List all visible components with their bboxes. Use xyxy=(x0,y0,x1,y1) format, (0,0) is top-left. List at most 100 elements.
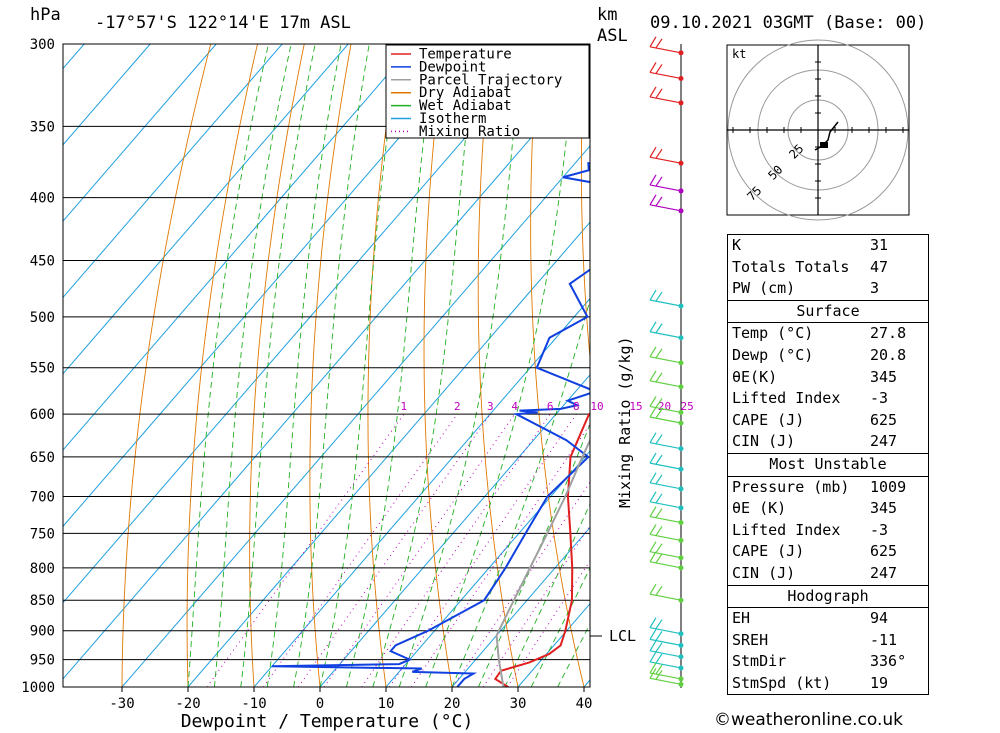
surface-value: 247 xyxy=(870,432,898,451)
wet-adiabat-line xyxy=(240,44,316,687)
isotherm-line xyxy=(63,44,547,604)
mixing-ratio-label: 4 xyxy=(511,400,518,413)
wind-barb-staff xyxy=(649,627,682,635)
most-unstable-row: CAPE (J) 625 xyxy=(728,541,928,563)
surface-label: Temp (°C) xyxy=(732,324,814,343)
indices-top-section: K 31 Totals Totals 47 PW (cm) 3 xyxy=(728,235,928,300)
wind-barb-flag xyxy=(655,372,663,383)
pressure-tick-label: 800 xyxy=(30,561,55,577)
pressure-tick-label: 400 xyxy=(30,191,55,207)
wind-barb-flag xyxy=(655,38,663,49)
temperature-line xyxy=(493,412,590,687)
isotherm-line xyxy=(63,44,415,451)
wind-barb-flag xyxy=(655,669,663,680)
pressure-tick-label: 450 xyxy=(30,254,55,270)
index-value: 47 xyxy=(870,257,889,276)
mixing-ratio-label: 6 xyxy=(547,400,554,413)
wind-barb-staff xyxy=(649,416,682,424)
wind-barb-staff xyxy=(649,661,682,669)
surface-title: Surface xyxy=(728,301,928,324)
wet-adiabat-line xyxy=(504,502,590,687)
pressure-tick-label: 550 xyxy=(30,361,55,377)
index-row: K 31 xyxy=(728,235,928,257)
isotherm-line xyxy=(63,44,151,146)
index-row: PW (cm) 3 xyxy=(728,278,928,300)
mixing-ratio-label: 8 xyxy=(573,400,580,413)
temperature-tick-label: -30 xyxy=(109,696,134,712)
wind-barb-flag xyxy=(655,585,663,596)
mixing-ratio-label: 2 xyxy=(454,400,461,413)
surface-row: Temp (°C) 27.8 xyxy=(728,323,928,345)
wind-barb-flag xyxy=(649,617,657,628)
most-unstable-value: 247 xyxy=(870,563,898,582)
wind-barb-flag xyxy=(649,174,657,186)
surface-label: CIN (J) xyxy=(732,432,796,451)
wind-barb-flag xyxy=(649,62,657,73)
wet-adiabat-line xyxy=(187,44,269,687)
pressure-tick-label: 950 xyxy=(30,653,55,669)
wind-barb-flag xyxy=(655,148,663,159)
pressure-tick-label: 900 xyxy=(30,624,55,640)
temperature-tick-label: -10 xyxy=(241,696,266,712)
index-value: 31 xyxy=(870,236,889,254)
parcel-trajectory-line xyxy=(495,438,590,687)
surface-label: θE(K) xyxy=(732,367,778,386)
mixing-ratio-label: 10 xyxy=(590,400,603,413)
copyright-symbol: © xyxy=(714,710,731,730)
temperature-tick-label: 30 xyxy=(510,696,527,712)
wet-adiabat-line xyxy=(451,298,590,687)
wind-barb-staff xyxy=(649,442,682,450)
wind-barb-flag xyxy=(649,432,657,443)
mixing-ratio-line xyxy=(206,413,405,687)
most-unstable-value: 1009 xyxy=(870,477,907,496)
hodograph-label: StmDir xyxy=(732,652,787,671)
pressure-tick-label: 300 xyxy=(30,37,55,53)
temperature-tick-label: -20 xyxy=(175,696,200,712)
legend-entry: Parcel Trajectory xyxy=(419,72,562,88)
wind-barb-staff xyxy=(649,672,682,680)
hodograph-row: EH 94 xyxy=(728,608,928,630)
wet-adiabat-line xyxy=(345,44,437,687)
wind-barb-staff xyxy=(649,156,682,164)
mixing-ratio-axis-label: Mixing Ratio (g/kg) xyxy=(616,336,634,508)
isotherm-line xyxy=(319,374,590,687)
most-unstable-section: Most Unstable Pressure (mb) 1009 θE (K) 345… xyxy=(728,452,928,585)
wind-barb-flag xyxy=(649,194,657,206)
wind-barb-staff xyxy=(649,356,682,364)
wind-barb-flag xyxy=(649,583,657,595)
most-unstable-label: θE (K) xyxy=(732,499,787,518)
pressure-tick-label: 500 xyxy=(30,310,55,326)
wind-barb-flag xyxy=(649,640,657,652)
wind-barb-staff xyxy=(649,677,682,685)
surface-section: Surface Temp (°C) 27.8 Dewp (°C) 20.8 θE(K) 3… xyxy=(728,299,928,453)
isobars xyxy=(63,43,590,688)
wind-barb-staff xyxy=(649,71,682,80)
wind-barb-flag xyxy=(649,146,657,158)
wind-barb-flag xyxy=(655,408,663,419)
wind-barb-staff xyxy=(649,650,682,658)
index-label: Totals Totals xyxy=(732,257,850,276)
most-unstable-label: CIN (J) xyxy=(732,563,796,582)
surface-value: 27.8 xyxy=(870,324,907,343)
isotherm-line xyxy=(451,526,590,687)
wind-barb-flag xyxy=(655,474,663,485)
index-label: K xyxy=(732,236,742,254)
dry-adiabat-line xyxy=(423,44,453,687)
datetime-title: 09.10.2021 03GMT (Base: 00) xyxy=(650,13,926,33)
surface-value: 20.8 xyxy=(870,345,907,364)
surface-row: Lifted Index -3 xyxy=(728,388,928,410)
wind-barb-staff xyxy=(649,482,682,490)
mixing-ratio-labels: 1 2 3 4 6 8 10 15 20 25 xyxy=(401,400,694,413)
index-value: 3 xyxy=(870,279,880,298)
mixing-ratio-line xyxy=(388,413,577,687)
wet-adiabat-line xyxy=(293,44,370,687)
wind-barb-flag xyxy=(655,543,663,554)
hodograph-value: 94 xyxy=(870,609,889,628)
hodograph-section: Hodograph EH 94 SREH -11 StmDir 336° StmSpd (k… xyxy=(728,584,928,695)
wind-barb-flag xyxy=(649,396,657,407)
hodograph-trace xyxy=(814,121,839,151)
wind-barb-flag xyxy=(649,321,657,333)
surface-value: -3 xyxy=(870,389,889,408)
legend-entry: Mixing Ratio xyxy=(419,124,520,140)
